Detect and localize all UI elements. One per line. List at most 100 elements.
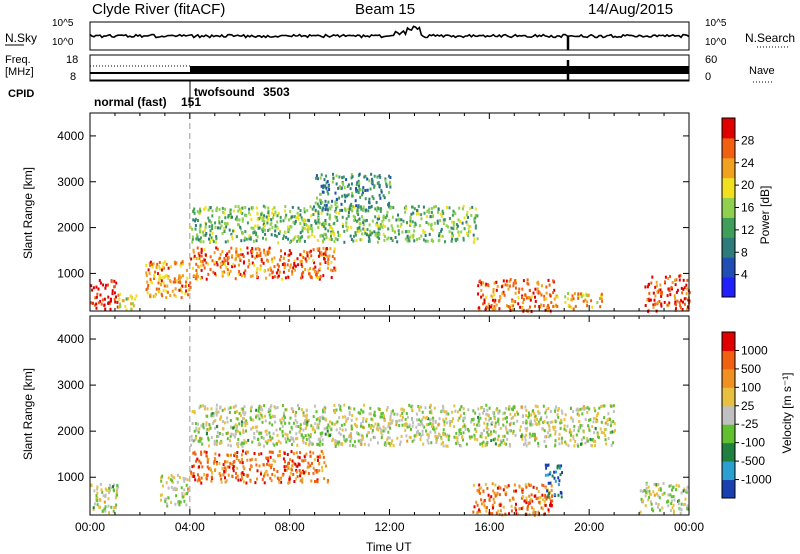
velocity-cell [581,407,584,411]
velocity-cell [506,485,509,489]
velocity-cell [338,416,341,420]
velocity-cell [194,422,197,426]
power-cell [382,218,385,221]
power-cell [246,246,249,250]
power-cell [384,177,387,181]
velocity-cell [280,421,283,425]
power-cell [377,235,380,239]
velocity-cell [592,439,595,443]
power-cell [315,221,318,225]
power-cell [511,299,513,303]
power-cell [194,219,196,223]
velocity-cell [296,436,299,440]
velocity-cell [232,433,235,437]
power-cell [200,268,203,272]
velocity-cell [508,422,511,426]
power-colorbar-tick-label: 16 [741,201,755,215]
velocity-cell [230,453,232,457]
velocity-cell [560,436,563,440]
velocity-cell [240,407,243,411]
velocity-cell [219,405,222,409]
velocity-cell [350,418,353,422]
power-cell [680,299,682,303]
power-cell [277,274,280,278]
velocity-cell [417,429,420,433]
velocity-cell [490,432,493,436]
power-cell [238,257,241,261]
power-cell [422,205,425,209]
power-cell [459,220,462,223]
velocity-cell [497,434,500,438]
power-cell [463,216,466,220]
velocity-cell [108,486,111,490]
power-cell [442,218,445,222]
velocity-cell [509,429,512,433]
velocity-cell [470,420,473,424]
velocity-cell [279,418,282,422]
velocity-cell [244,411,247,415]
velocity-cell [213,442,216,446]
velocity-cell [363,403,366,407]
velocity-cell [658,488,660,492]
velocity-cell [332,437,334,441]
power-cell [509,278,512,282]
velocity-cell [661,493,664,496]
velocity-cell [387,441,390,445]
power-cell [322,274,325,278]
velocity-cell [572,410,575,414]
velocity-colorbar-tick-label: -500 [741,454,765,468]
power-cell [117,293,120,297]
power-cell [299,222,302,225]
velocity-cell [655,483,658,487]
velocity-cell [383,419,386,422]
power-cell [328,206,331,210]
velocity-cell [557,483,560,487]
velocity-cell [215,425,218,429]
power-cell [303,249,306,253]
velocity-cell [309,454,312,458]
power-cell [159,277,162,281]
power-cell [284,209,287,213]
power-cell [178,278,181,281]
velocity-cell [537,441,540,445]
power-colorbar-tick-label: 8 [741,245,748,259]
velocity-cell [429,403,432,407]
velocity-cell [657,503,660,506]
power-cell [317,177,319,181]
velocity-cell [519,428,522,432]
velocity-cell [226,416,229,420]
power-cell [228,210,231,214]
velocity-cell [93,489,96,493]
power-cell [259,251,262,255]
power-cell [311,229,314,233]
velocity-cell [512,408,514,412]
velocity-cell [307,433,310,437]
power-cell [368,205,371,209]
power-cell [322,186,325,190]
power-cell [521,294,524,298]
velocity-cell [165,481,168,485]
velocity-cell [544,473,547,477]
power-cell [448,217,451,220]
velocity-cell [445,410,448,414]
velocity-cell [242,465,245,469]
velocity-cell [525,444,528,448]
velocity-cell [504,493,507,497]
velocity-cell [540,506,543,510]
power-cell [230,246,233,250]
velocity-cell [345,418,348,422]
velocity-cell [499,426,502,430]
velocity-cell [236,429,239,433]
velocity-cell [424,406,427,410]
velocity-cell [390,442,393,445]
power-cell [367,235,370,239]
power-cell [221,220,223,224]
power-cell [158,287,161,291]
velocity-cell [433,406,436,410]
power-cell [271,270,274,274]
velocity-cell [678,499,681,502]
velocity-cell [427,422,430,426]
velocity-cell [473,422,476,426]
velocity-cell [323,417,326,421]
velocity-cell [420,419,423,423]
